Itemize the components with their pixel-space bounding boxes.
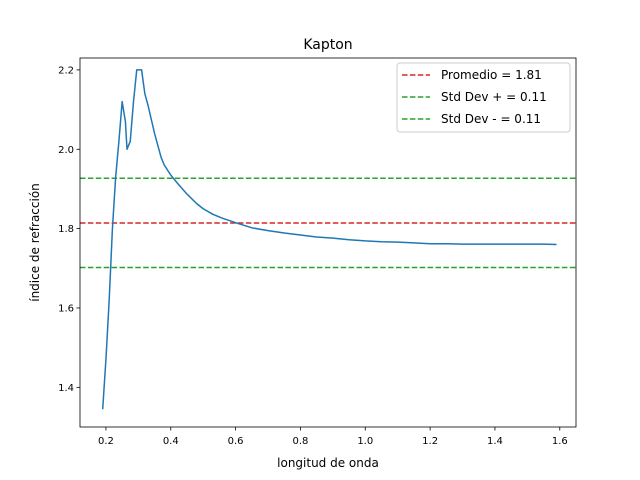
y-tick-label: 2.2 [58,66,74,77]
x-tick-label: 0.8 [292,436,308,447]
x-tick-label: 0.6 [228,436,244,447]
series-line-0 [101,69,557,410]
chart-title: Kapton [303,37,352,53]
x-tick-label: 0.4 [163,436,179,447]
x-tick-label: 1.6 [552,436,568,447]
y-tick-label: 1.4 [58,383,74,394]
legend-label-0: Promedio = 1.81 [441,68,542,82]
legend: Promedio = 1.81 Std Dev + = 0.11 Std Dev -… [396,62,571,133]
legend-label-2: Std Dev - = 0.11 [441,112,541,126]
plot-frame [79,57,577,428]
x-axis-ticks: 0.2 0.4 0.6 0.8 1.0 1.2 1.4 1.6 [98,427,568,447]
y-tick-label: 1.8 [58,224,74,235]
x-tick-label: 1.0 [357,436,373,447]
x-tick-label: 0.2 [98,436,114,447]
legend-box [396,62,571,133]
y-tick-label: 2.0 [58,145,74,156]
y-axis-ticks: 1.4 1.6 1.8 2.0 2.2 [58,66,80,394]
x-tick-label: 1.2 [422,436,438,447]
reference-lines [80,177,576,269]
series-layer [101,69,557,410]
x-axis-label: longitud de onda [277,456,379,470]
x-tick-label: 1.4 [487,436,503,447]
y-tick-label: 1.6 [58,304,74,315]
legend-label-1: Std Dev + = 0.11 [441,90,547,104]
y-axis-label: índice de refracción [28,183,42,302]
